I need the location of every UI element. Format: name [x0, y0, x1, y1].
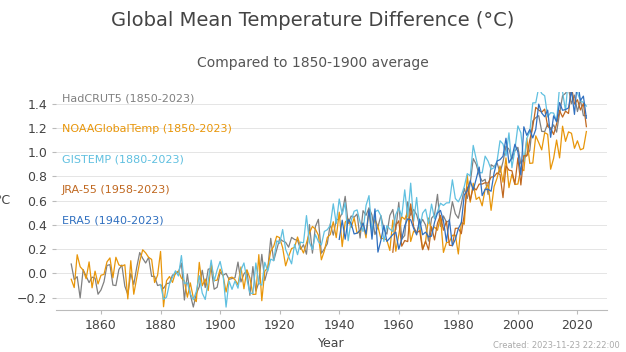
HadCRUT5 (1850-2023) — [68, 262, 75, 266]
GISTEMP (1880-2023) — [463, 171, 471, 176]
GISTEMP (1880-2023) — [502, 154, 510, 158]
GISTEMP (1880-2023) — [219, 273, 227, 277]
NOAAGlobalTemp (1850-2023) — [88, 286, 96, 290]
ERA5 (1940-2023) — [449, 244, 456, 248]
Text: NOAAGlobalTemp (1850-2023): NOAAGlobalTemp (1850-2023) — [62, 124, 232, 134]
HadCRUT5 (1850-2023) — [88, 275, 96, 279]
ERA5 (1940-2023) — [573, 78, 581, 82]
NOAAGlobalTemp (1850-2023) — [73, 253, 81, 257]
JRA-55 (1958-2023) — [568, 85, 575, 89]
GISTEMP (1880-2023) — [187, 292, 194, 296]
Text: Global Mean Temperature Difference (°C): Global Mean Temperature Difference (°C) — [111, 11, 515, 30]
HadCRUT5 (1850-2023) — [565, 87, 572, 91]
Text: HadCRUT5 (1850-2023): HadCRUT5 (1850-2023) — [62, 94, 194, 104]
JRA-55 (1958-2023) — [473, 188, 480, 192]
GISTEMP (1880-2023) — [583, 104, 590, 108]
JRA-55 (1958-2023) — [541, 107, 548, 111]
GISTEMP (1880-2023) — [291, 242, 299, 246]
Text: Compared to 1850-1900 average: Compared to 1850-1900 average — [197, 56, 429, 70]
NOAAGlobalTemp (1850-2023) — [160, 304, 167, 309]
Text: GISTEMP (1880-2023): GISTEMP (1880-2023) — [62, 155, 183, 165]
HadCRUT5 (1850-2023) — [347, 214, 355, 218]
Line: JRA-55 (1958-2023): JRA-55 (1958-2023) — [393, 87, 587, 252]
X-axis label: Year: Year — [319, 337, 345, 350]
ERA5 (1940-2023) — [526, 127, 533, 132]
GISTEMP (1880-2023) — [222, 305, 230, 309]
ERA5 (1940-2023) — [538, 111, 545, 115]
JRA-55 (1958-2023) — [437, 213, 444, 218]
HadCRUT5 (1850-2023) — [121, 284, 128, 288]
NOAAGlobalTemp (1850-2023) — [121, 263, 128, 267]
ERA5 (1940-2023) — [339, 218, 346, 222]
ERA5 (1940-2023) — [351, 232, 358, 236]
Text: ERA5 (1940-2023): ERA5 (1940-2023) — [62, 216, 163, 226]
Line: GISTEMP (1880-2023): GISTEMP (1880-2023) — [160, 76, 587, 307]
Line: NOAAGlobalTemp (1850-2023): NOAAGlobalTemp (1850-2023) — [71, 126, 587, 307]
ERA5 (1940-2023) — [374, 250, 382, 254]
ERA5 (1940-2023) — [336, 237, 343, 241]
GISTEMP (1880-2023) — [565, 74, 572, 78]
Y-axis label: °C: °C — [0, 194, 11, 207]
GISTEMP (1880-2023) — [508, 165, 516, 170]
HadCRUT5 (1850-2023) — [583, 114, 590, 118]
HadCRUT5 (1850-2023) — [73, 275, 81, 279]
HadCRUT5 (1850-2023) — [451, 212, 459, 216]
NOAAGlobalTemp (1850-2023) — [451, 233, 459, 237]
NOAAGlobalTemp (1850-2023) — [583, 130, 590, 134]
ERA5 (1940-2023) — [583, 116, 590, 120]
JRA-55 (1958-2023) — [571, 102, 578, 106]
Line: ERA5 (1940-2023): ERA5 (1940-2023) — [339, 80, 587, 252]
GISTEMP (1880-2023) — [156, 282, 164, 287]
HadCRUT5 (1850-2023) — [410, 207, 418, 212]
JRA-55 (1958-2023) — [449, 244, 456, 248]
NOAAGlobalTemp (1850-2023) — [347, 225, 355, 230]
NOAAGlobalTemp (1850-2023) — [68, 277, 75, 281]
NOAAGlobalTemp (1850-2023) — [559, 124, 567, 128]
Text: Created: 2023-11-23 22:22:00: Created: 2023-11-23 22:22:00 — [493, 341, 620, 350]
HadCRUT5 (1850-2023) — [190, 305, 197, 309]
NOAAGlobalTemp (1850-2023) — [410, 229, 418, 233]
Text: JRA-55 (1958-2023): JRA-55 (1958-2023) — [62, 186, 170, 195]
Line: HadCRUT5 (1850-2023): HadCRUT5 (1850-2023) — [71, 89, 587, 307]
JRA-55 (1958-2023) — [404, 239, 411, 244]
JRA-55 (1958-2023) — [583, 125, 590, 129]
ERA5 (1940-2023) — [461, 193, 468, 197]
JRA-55 (1958-2023) — [389, 250, 397, 254]
